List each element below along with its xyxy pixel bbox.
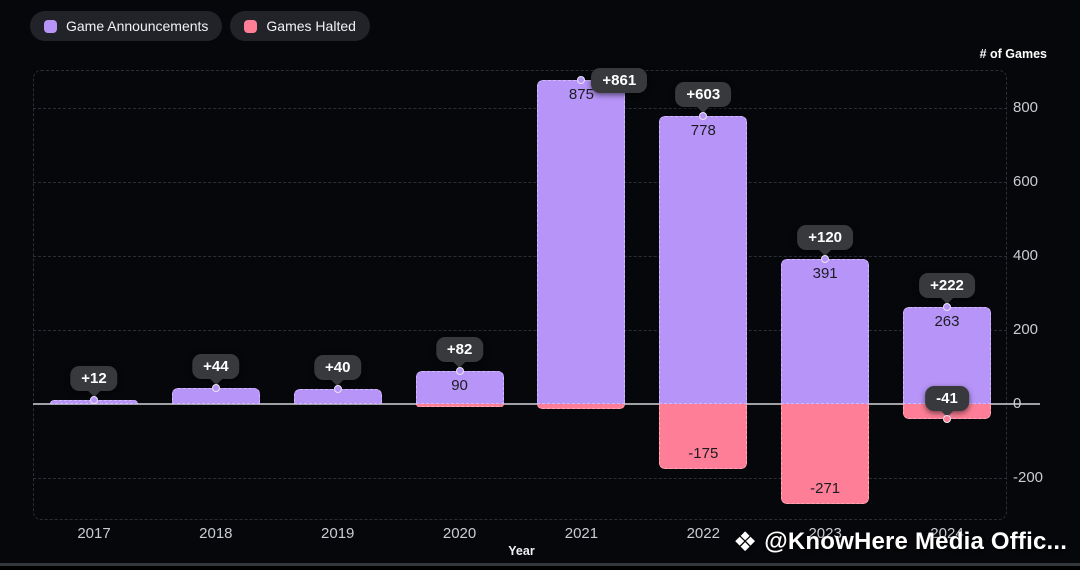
bar-halted-2021[interactable] bbox=[537, 404, 626, 410]
bar-announcements-2024[interactable] bbox=[902, 306, 991, 404]
bar-halted-2022[interactable] bbox=[659, 404, 748, 469]
tooltip-halted-2024: -41 bbox=[925, 386, 969, 412]
marker-dot-2021 bbox=[577, 75, 586, 84]
tooltip-net-2017: +12 bbox=[70, 365, 118, 391]
bar-value-2021: 875 bbox=[568, 85, 594, 103]
legend-item-games-halted[interactable]: Games Halted bbox=[230, 11, 370, 41]
x-tick-label-2022: 2022 bbox=[686, 525, 720, 542]
tooltip-net-2020: +82 bbox=[435, 336, 484, 362]
bar-announcements-2021[interactable] bbox=[537, 79, 626, 404]
tooltip-net-2023: +120 bbox=[797, 225, 854, 251]
x-tick-label-2018: 2018 bbox=[199, 525, 233, 542]
marker-dot-2020 bbox=[455, 366, 464, 375]
x-tick-label-2019: 2019 bbox=[321, 525, 355, 542]
tooltip-net-2019: +40 bbox=[313, 355, 362, 381]
marker-dot-2024 bbox=[942, 302, 951, 311]
y-tick-label: 600 bbox=[1013, 172, 1039, 190]
y-tick-label: 400 bbox=[1013, 246, 1039, 264]
bar-halted-2020[interactable] bbox=[415, 404, 504, 407]
gridline bbox=[33, 181, 1007, 183]
announcements-swatch-icon bbox=[44, 19, 57, 33]
bar-announcements-2022[interactable] bbox=[659, 115, 748, 404]
tooltip-net-2024: +222 bbox=[919, 272, 975, 298]
tooltip-net-2021: +861 bbox=[591, 67, 648, 93]
y-tick-label: 200 bbox=[1013, 320, 1039, 338]
x-tick-label-2021: 2021 bbox=[564, 525, 599, 542]
bar-value-halted-2022: -175 bbox=[688, 444, 719, 462]
marker-dot-2017 bbox=[90, 395, 98, 404]
y-axis-title: # of Games bbox=[979, 47, 1047, 61]
bar-value-2023: 391 bbox=[812, 265, 838, 283]
bar-announcements-2023[interactable] bbox=[781, 259, 870, 404]
marker-dot-2019 bbox=[333, 385, 342, 394]
y-tick-label: 0 bbox=[1013, 395, 1022, 412]
plot-area bbox=[33, 70, 1007, 520]
marker-dot-halted-2024 bbox=[942, 415, 951, 424]
bar-value-halted-2023: -271 bbox=[810, 480, 841, 498]
sparkle-diamond-icon: ❖ bbox=[733, 526, 758, 557]
y-tick-label: -200 bbox=[1013, 469, 1044, 487]
bar-halted-2023[interactable] bbox=[781, 404, 870, 505]
x-tick-label-2023: 2023 bbox=[808, 525, 842, 542]
bottom-edge bbox=[0, 566, 1080, 570]
x-tick-label-2017: 2017 bbox=[77, 525, 111, 542]
tooltip-net-2018: +44 bbox=[192, 353, 240, 379]
legend: Game Announcements Games Halted bbox=[30, 11, 370, 41]
gridline bbox=[33, 107, 1007, 109]
zero-line bbox=[33, 403, 1040, 405]
watermark: ❖ @KnowHere Media Offic... bbox=[733, 528, 1067, 556]
y-tick-label: 800 bbox=[1013, 98, 1039, 116]
legend-label: Game Announcements bbox=[66, 18, 209, 34]
marker-dot-2018 bbox=[211, 383, 220, 392]
legend-label: Games Halted bbox=[266, 18, 356, 34]
gridline bbox=[33, 478, 1007, 480]
halted-swatch-icon bbox=[244, 19, 258, 33]
tooltip-net-2022: +603 bbox=[675, 81, 732, 107]
marker-dot-2022 bbox=[699, 111, 708, 120]
x-tick-label-2024: 2024 bbox=[930, 525, 964, 542]
gridline bbox=[33, 255, 1007, 257]
x-axis-title: Year bbox=[508, 544, 535, 558]
x-tick-label-2020: 2020 bbox=[442, 525, 477, 542]
gridline bbox=[33, 329, 1007, 331]
video-seek-bar[interactable] bbox=[0, 563, 1080, 566]
bar-value-2020: 90 bbox=[451, 376, 468, 394]
legend-item-game-announcements[interactable]: Game Announcements bbox=[30, 11, 223, 41]
bar-value-2022: 778 bbox=[690, 121, 716, 139]
bar-value-2024: 263 bbox=[934, 312, 960, 330]
marker-dot-2023 bbox=[821, 255, 830, 264]
watermark-text: @KnowHere Media Offic... bbox=[764, 528, 1068, 555]
